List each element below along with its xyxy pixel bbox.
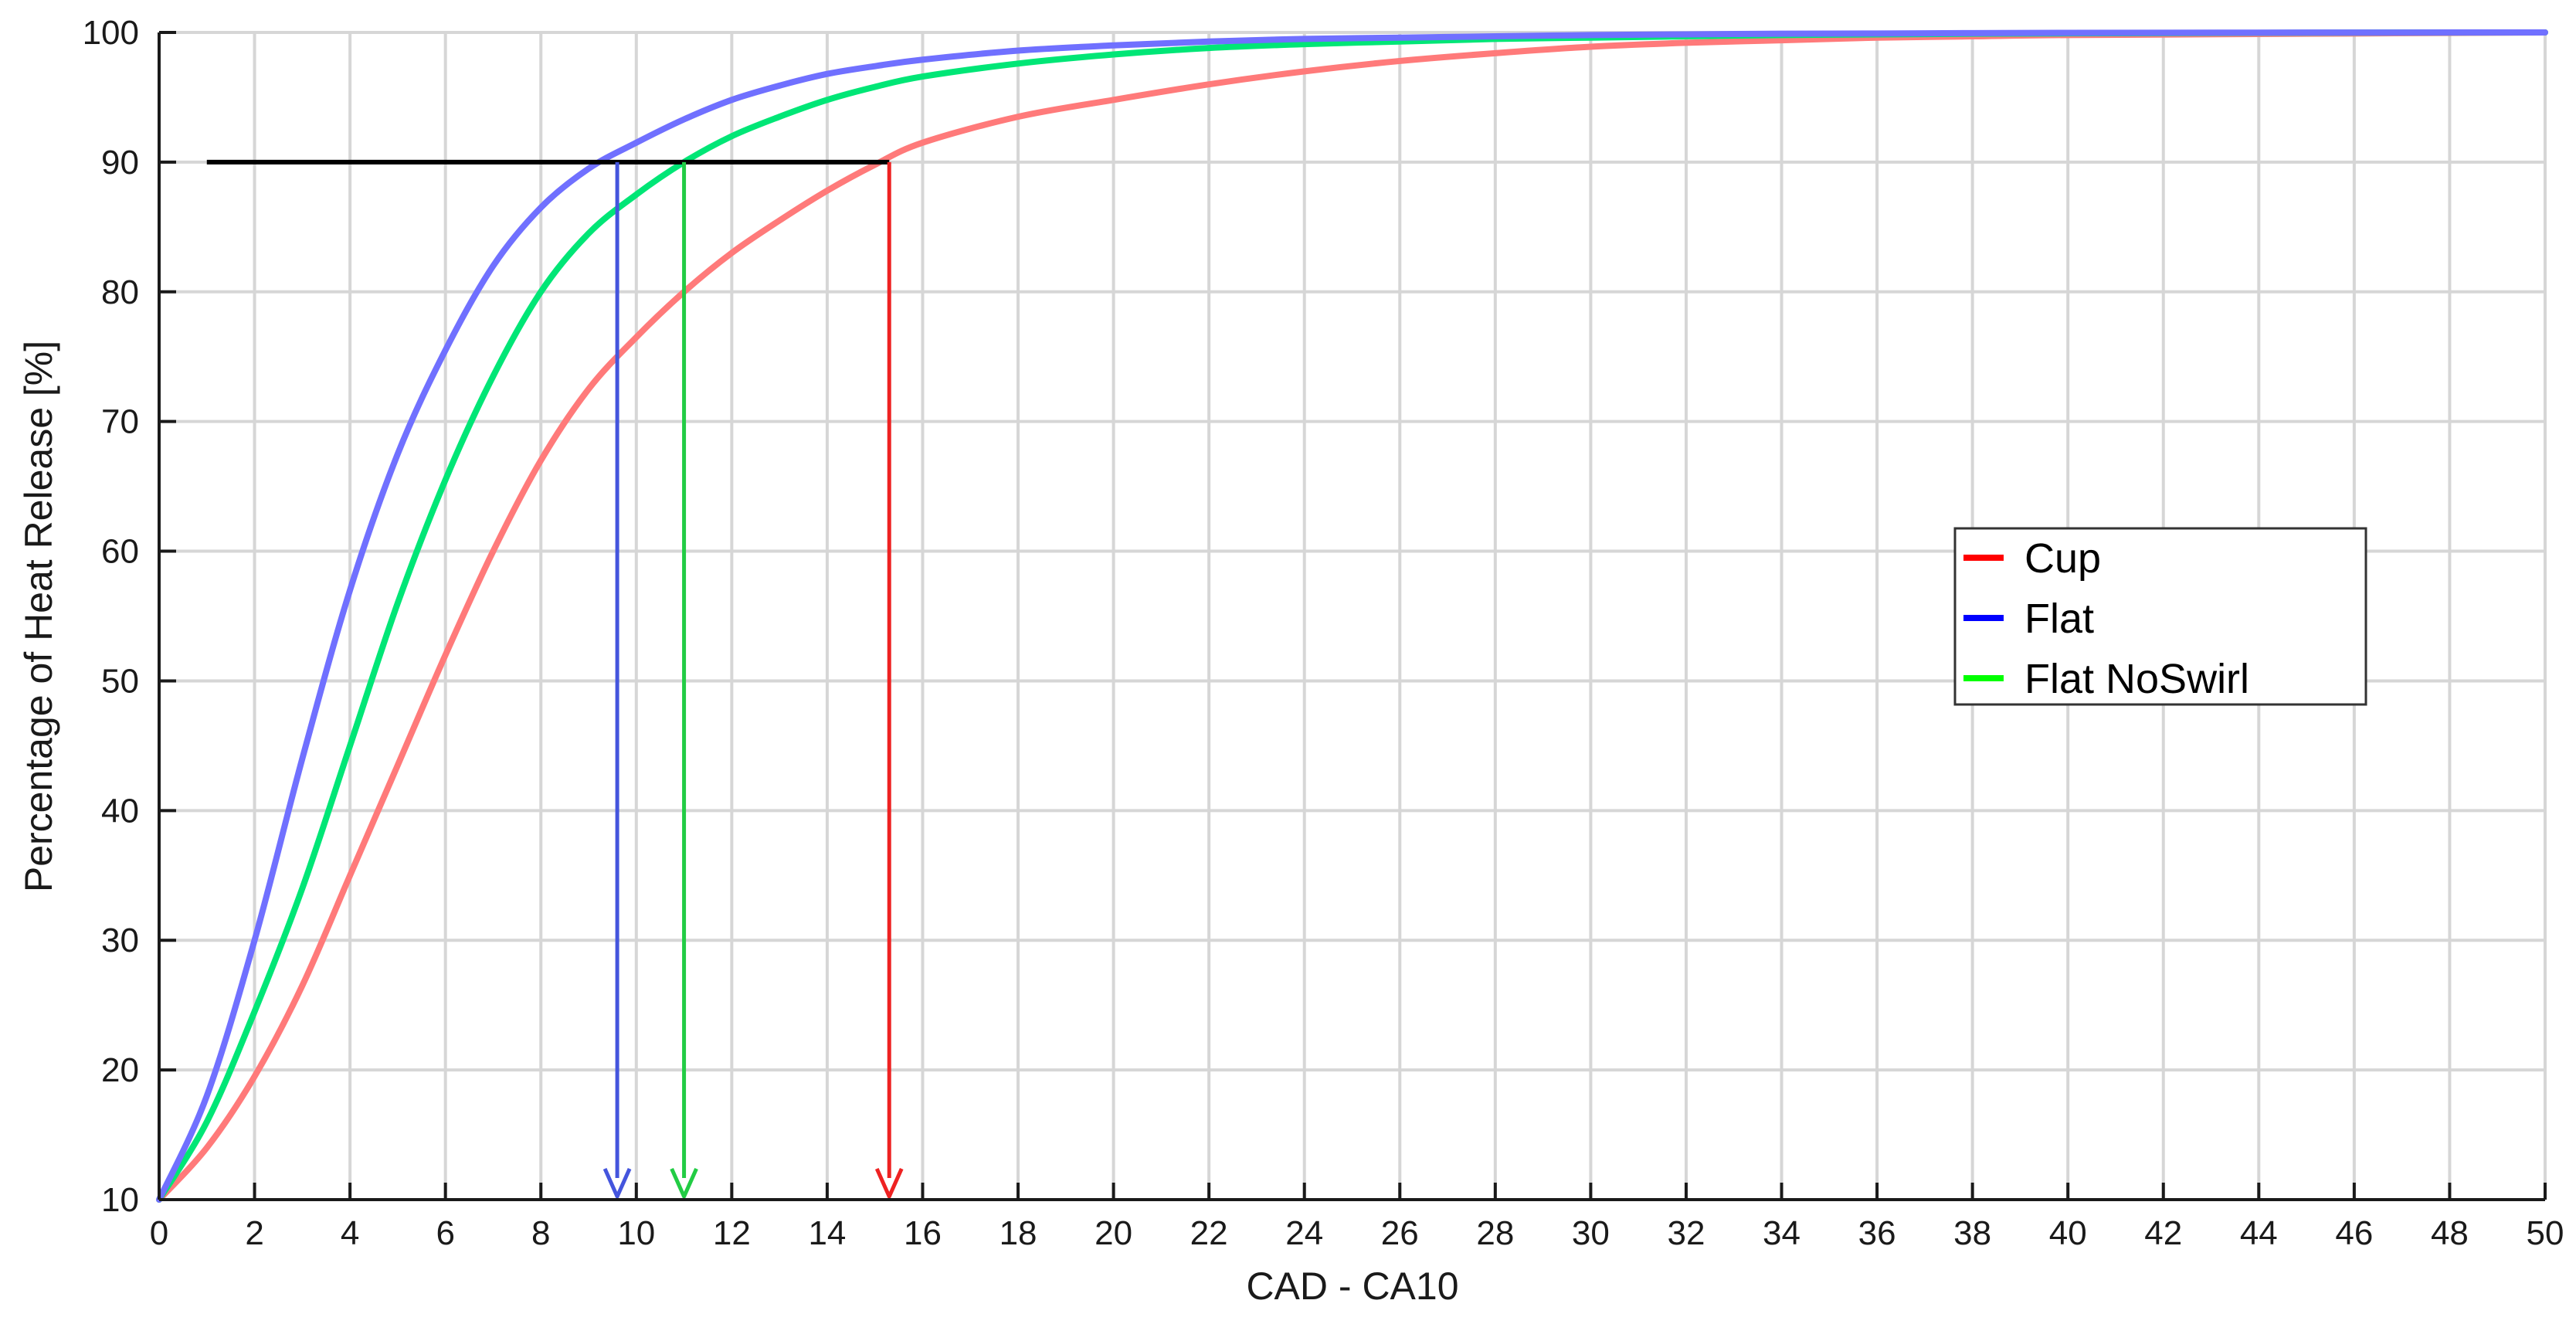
x-tick-label: 6 (436, 1214, 454, 1252)
y-tick-label: 30 (101, 922, 139, 959)
drop-arrow-cup-head (874, 1167, 904, 1199)
x-tick-label: 44 (2240, 1214, 2278, 1252)
x-tick-label: 40 (2049, 1214, 2087, 1252)
series-line-cup (156, 29, 2548, 1203)
y-tick-label: 70 (101, 403, 139, 441)
x-tick-label: 32 (1667, 1214, 1705, 1252)
x-tick-label: 36 (1858, 1214, 1896, 1252)
y-tick-label: 50 (101, 662, 139, 700)
x-tick-label: 46 (2335, 1214, 2373, 1252)
y-tick-label: 60 (101, 533, 139, 571)
x-tick-label: 0 (150, 1214, 168, 1252)
x-tick-label: 28 (1476, 1214, 1514, 1252)
legend: Cup Flat Flat NoSwirl (1953, 527, 2367, 706)
series-lines (156, 29, 2548, 1203)
x-tick-label: 4 (341, 1214, 359, 1252)
x-tick-label: 42 (2144, 1214, 2182, 1252)
legend-items: Cup Flat Flat NoSwirl (1963, 535, 2249, 702)
legend-label: Flat NoSwirl (2024, 656, 2249, 702)
legend-label: Cup (2024, 535, 2101, 582)
y-tick-label: 40 (101, 792, 139, 830)
y-tick-label: 80 (101, 273, 139, 311)
x-tick-label: 8 (531, 1214, 550, 1252)
x-tick-label: 24 (1285, 1214, 1323, 1252)
annotations (206, 159, 904, 1199)
x-tick-label: 48 (2431, 1214, 2469, 1252)
y-tick-label: 100 (83, 14, 139, 52)
series-line-flat (156, 29, 2548, 1203)
tick-labels: 0 2 4 6 8 10 12 14 16 18 20 22 24 26 28 30 32 34 36 38 40 42 4… (83, 14, 2564, 1252)
x-tick-label: 10 (617, 1214, 655, 1252)
x-tick-label: 30 (1572, 1214, 1610, 1252)
x-tick-label: 2 (245, 1214, 263, 1252)
legend-box (1953, 527, 2367, 706)
x-tick-label: 14 (808, 1214, 846, 1252)
drop-arrow-flat-noswirl-head (670, 1167, 698, 1199)
x-tick-label: 12 (713, 1214, 751, 1252)
x-tick-label: 34 (1763, 1214, 1800, 1252)
drop-arrow-flat-head (602, 1167, 632, 1199)
y-tick-label: 20 (101, 1051, 139, 1089)
y-tick-label: 90 (101, 144, 139, 182)
x-tick-label: 50 (2527, 1214, 2564, 1252)
x-axis-title: CAD - CA10 (1246, 1265, 1458, 1308)
y-axis-title: Percentage of Heat Release [%] (17, 341, 60, 892)
y-tick-label: 10 (101, 1181, 139, 1219)
axes (158, 31, 2547, 1201)
legend-label: Flat (2024, 596, 2094, 642)
x-tick-label: 18 (1000, 1214, 1037, 1252)
x-tick-label: 38 (1953, 1214, 1991, 1252)
x-tick-label: 20 (1095, 1214, 1132, 1252)
x-tick-label: 16 (904, 1214, 942, 1252)
x-tick-label: 26 (1381, 1214, 1419, 1252)
x-tick-label: 22 (1190, 1214, 1228, 1252)
